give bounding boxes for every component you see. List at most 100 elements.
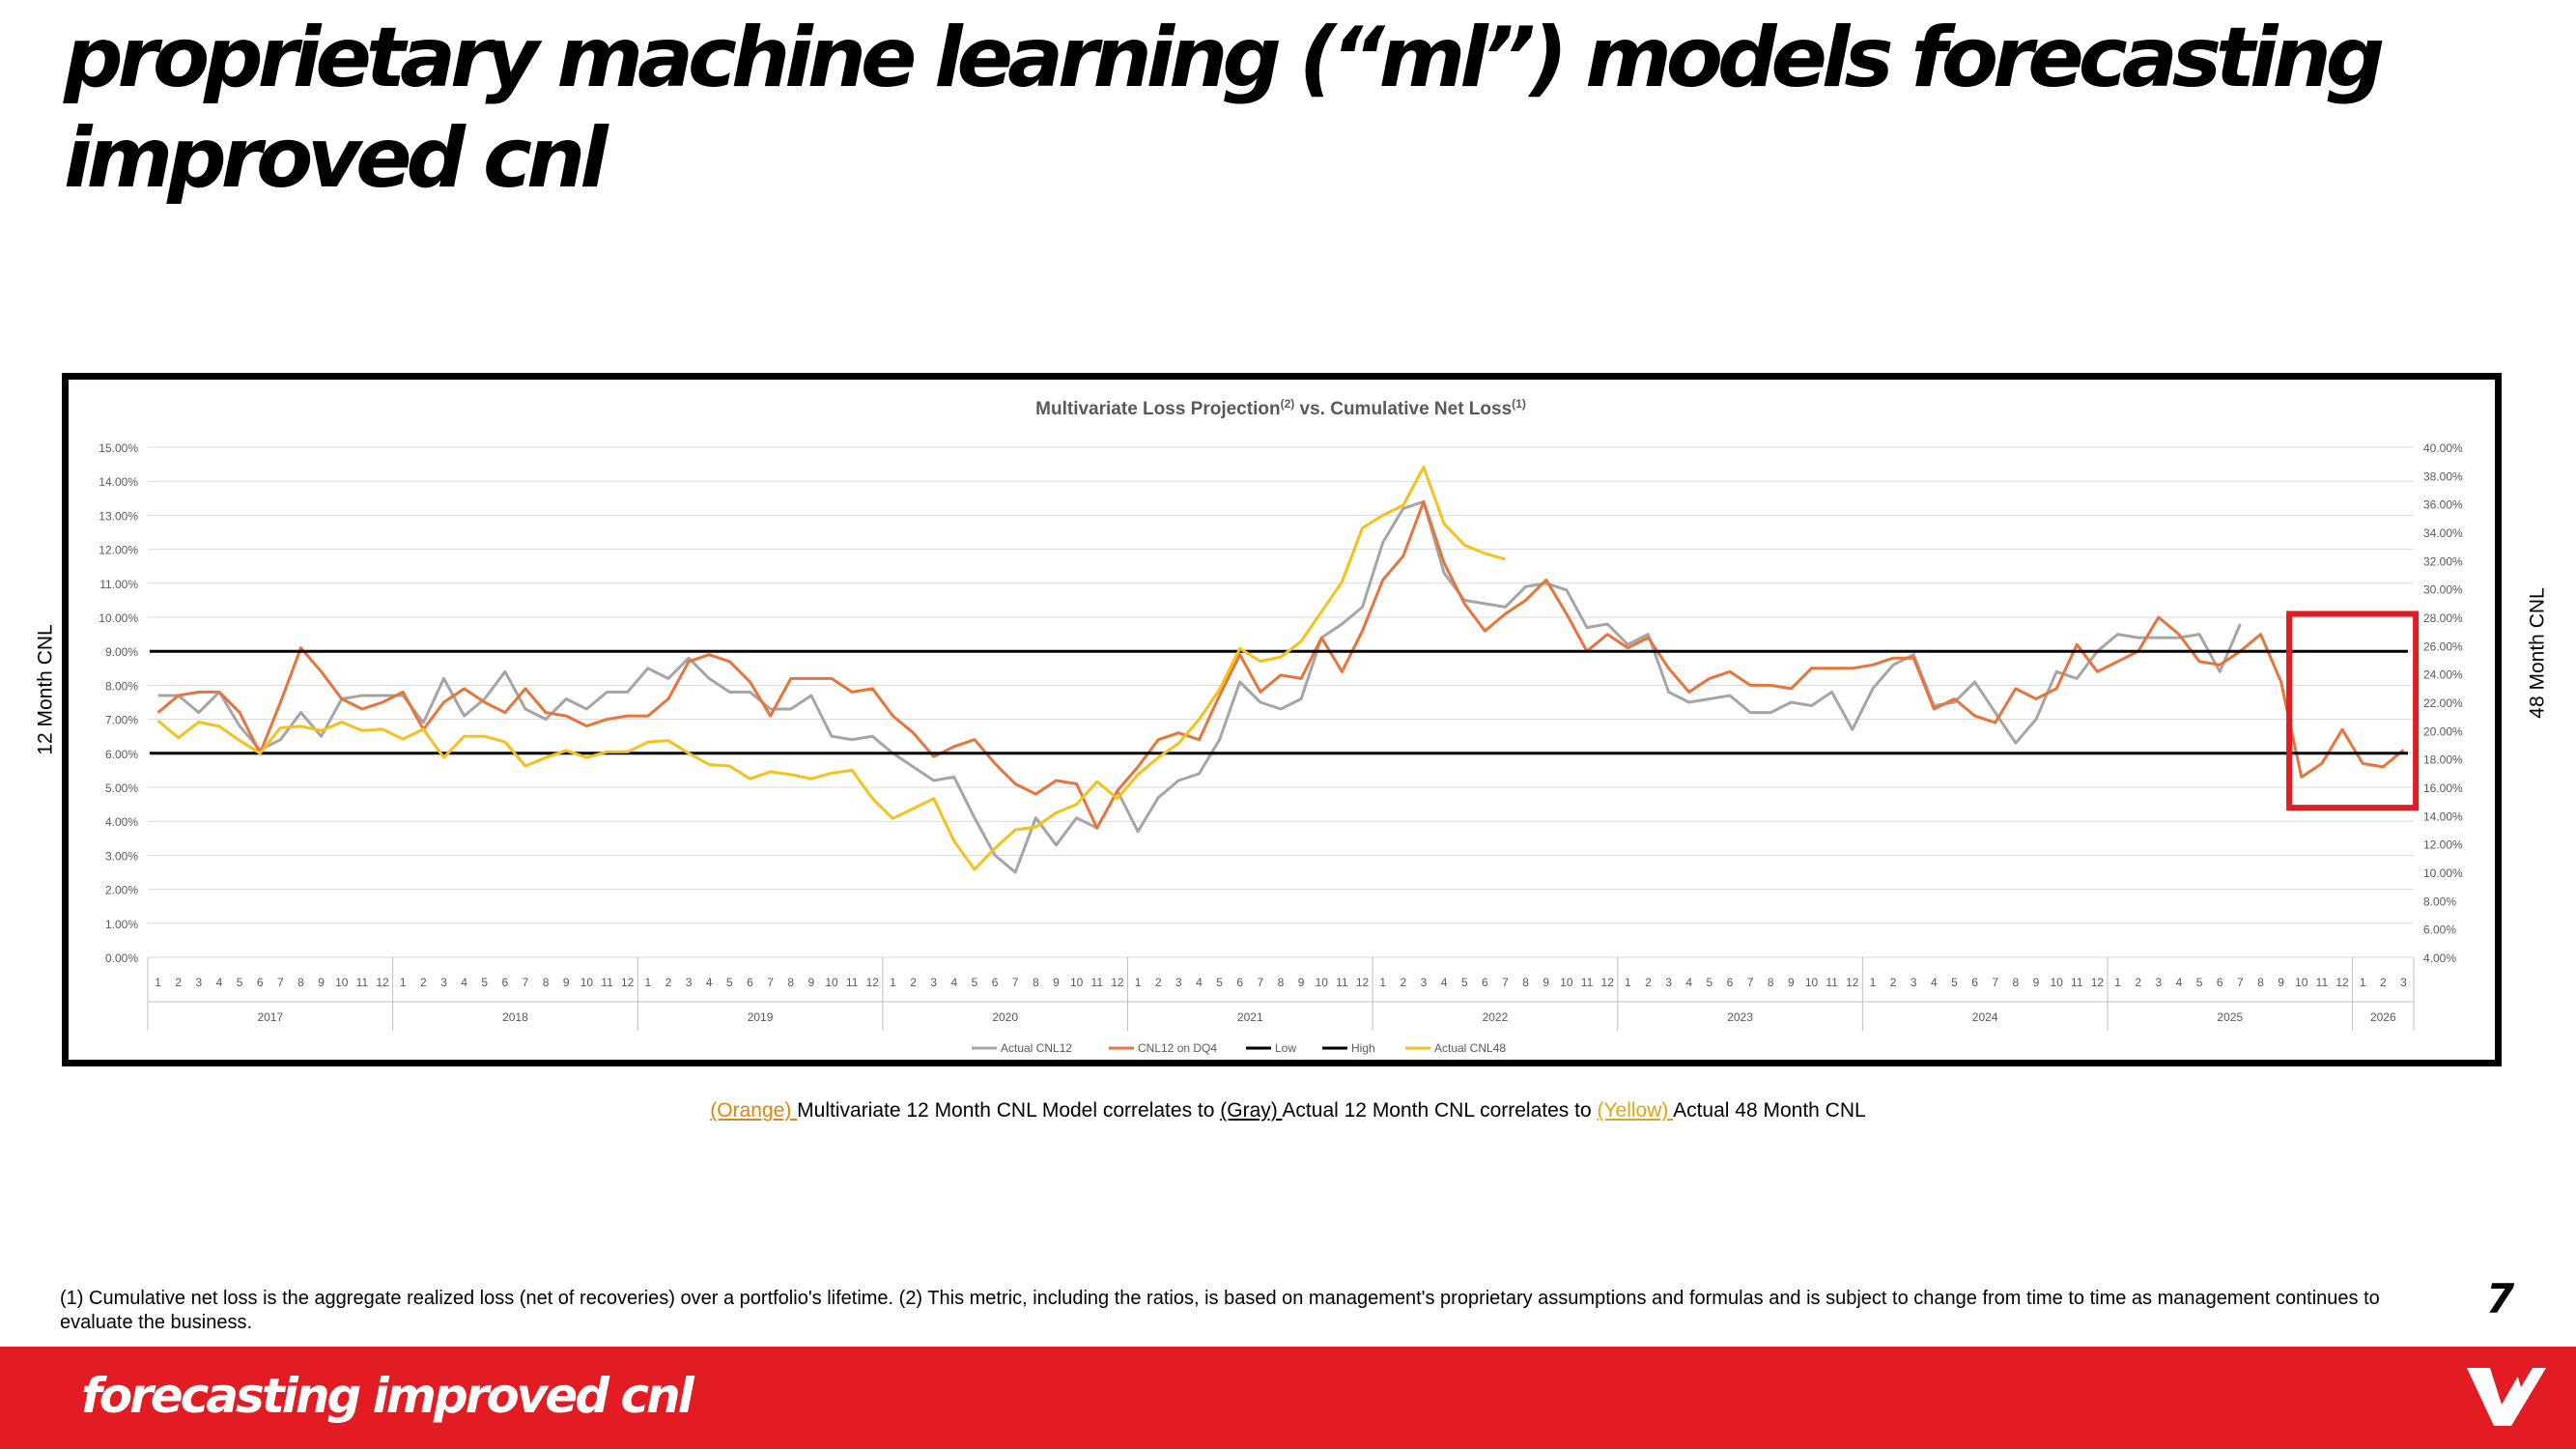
x-tick-month: 3 — [2400, 976, 2407, 989]
x-tick-month: 12 — [376, 976, 389, 989]
x-tick-month: 1 — [1870, 976, 1877, 989]
y-tick-left: 8.00% — [105, 679, 138, 693]
footer-bar: forecasting improved cnl — [0, 1347, 2576, 1449]
x-tick-month: 1 — [644, 976, 651, 989]
y-tick-right: 40.00% — [2423, 441, 2463, 455]
x-tick-month: 8 — [1522, 976, 1529, 989]
x-tick-month: 12 — [1600, 976, 1614, 989]
y-tick-right: 12.00% — [2423, 838, 2463, 852]
x-tick-month: 12 — [2335, 976, 2349, 989]
caption-text-1: Multivariate 12 Month CNL Model correlat… — [797, 1099, 1221, 1122]
x-tick-month: 6 — [257, 976, 264, 989]
x-tick-month: 4 — [1685, 976, 1692, 989]
x-tick-month: 10 — [335, 976, 349, 989]
legend-label-cnl12-on-dq4: CNL12 on DQ4 — [1138, 1041, 1217, 1055]
x-tick-month: 3 — [1175, 976, 1182, 989]
y-tick-right: 8.00% — [2423, 895, 2456, 908]
y-tick-left: 9.00% — [105, 645, 138, 659]
x-tick-month: 1 — [1625, 976, 1631, 989]
x-tick-year: 2024 — [1972, 1010, 1998, 1024]
x-tick-month: 11 — [1336, 976, 1348, 989]
x-tick-month: 5 — [1216, 976, 1223, 989]
caption-gray-key: (Gray) — [1220, 1099, 1283, 1122]
y-tick-right: 26.00% — [2423, 639, 2463, 653]
x-tick-month: 8 — [2013, 976, 2020, 989]
y-tick-right: 20.00% — [2423, 724, 2463, 738]
x-tick-month: 7 — [1012, 976, 1019, 989]
y-tick-right: 14.00% — [2423, 810, 2463, 823]
x-tick-month: 10 — [1805, 976, 1819, 989]
legend-label-high: High — [1351, 1041, 1375, 1055]
x-tick-month: 4 — [216, 976, 223, 989]
chart-title: Multivariate Loss Projection(2) vs. Cumu… — [1035, 397, 1526, 419]
y-tick-left: 3.00% — [105, 849, 138, 863]
x-tick-year: 2019 — [748, 1010, 774, 1024]
x-tick-month: 10 — [2050, 976, 2063, 989]
x-tick-month: 4 — [1931, 976, 1938, 989]
y-tick-right: 10.00% — [2423, 867, 2463, 880]
x-tick-month: 10 — [580, 976, 594, 989]
x-tick-year: 2020 — [992, 1010, 1018, 1024]
x-tick-month: 1 — [890, 976, 896, 989]
y-tick-right: 34.00% — [2423, 526, 2463, 540]
x-tick-month: 7 — [2237, 976, 2244, 989]
caption-yellow-key: (Yellow) — [1597, 1099, 1674, 1122]
y-tick-left: 1.00% — [105, 918, 138, 931]
x-tick-year: 2021 — [1237, 1010, 1263, 1024]
x-tick-month: 9 — [1298, 976, 1305, 989]
x-tick-month: 12 — [1111, 976, 1124, 989]
legend-label-actual-cnl48: Actual CNL48 — [1434, 1041, 1506, 1055]
y-tick-right: 4.00% — [2423, 952, 2456, 965]
x-tick-month: 4 — [461, 976, 467, 989]
x-tick-month: 11 — [1826, 976, 1838, 989]
x-tick-month: 12 — [866, 976, 880, 989]
x-tick-month: 6 — [992, 976, 999, 989]
x-tick-month: 1 — [155, 976, 161, 989]
x-tick-month: 4 — [706, 976, 713, 989]
y-tick-left: 14.00% — [99, 475, 138, 489]
y-tick-left: 13.00% — [99, 509, 138, 523]
x-tick-month: 1 — [400, 976, 407, 989]
x-tick-month: 8 — [787, 976, 794, 989]
x-tick-month: 5 — [481, 976, 488, 989]
brand-logo-icon — [2467, 1368, 2546, 1426]
footer-text: forecasting improved cnl — [81, 1368, 694, 1424]
x-tick-month: 3 — [1421, 976, 1428, 989]
x-tick-month: 3 — [2155, 976, 2162, 989]
x-tick-month: 9 — [563, 976, 570, 989]
x-tick-month: 11 — [2316, 976, 2329, 989]
x-tick-month: 2 — [665, 976, 672, 989]
highlight-box — [2286, 611, 2420, 811]
y-tick-left: 2.00% — [105, 884, 138, 897]
x-tick-year: 2023 — [1727, 1010, 1753, 1024]
x-tick-month: 8 — [1278, 976, 1285, 989]
x-tick-month: 8 — [1768, 976, 1774, 989]
x-tick-month: 6 — [1482, 976, 1488, 989]
y-tick-right: 32.00% — [2423, 554, 2463, 568]
x-tick-month: 6 — [1971, 976, 1978, 989]
x-tick-month: 10 — [825, 976, 838, 989]
x-tick-month: 9 — [2278, 976, 2284, 989]
x-tick-month: 12 — [1846, 976, 1859, 989]
x-tick-month: 3 — [1665, 976, 1672, 989]
x-tick-month: 8 — [543, 976, 550, 989]
x-tick-month: 10 — [1560, 976, 1573, 989]
y-axis-label-right: 48 Month CNL — [2526, 587, 2549, 719]
x-tick-month: 9 — [318, 976, 325, 989]
y-tick-right: 36.00% — [2423, 498, 2463, 512]
x-tick-month: 2 — [1155, 976, 1162, 989]
y-tick-left: 7.00% — [105, 714, 138, 727]
x-tick-month: 7 — [1502, 976, 1509, 989]
x-tick-month: 6 — [747, 976, 753, 989]
y-tick-left: 12.00% — [99, 544, 138, 557]
series-line-actual-cnl48 — [156, 466, 1506, 871]
x-tick-year: 2025 — [2217, 1010, 2243, 1024]
y-tick-right: 22.00% — [2423, 696, 2463, 710]
caption-text-3: Actual 48 Month CNL — [1673, 1099, 1866, 1122]
x-tick-month: 7 — [1258, 976, 1264, 989]
y-axis-label-left: 12 Month CNL — [34, 624, 57, 755]
chart-svg: Multivariate Loss Projection(2) vs. Cumu… — [99, 397, 2463, 1055]
y-tick-right: 16.00% — [2423, 781, 2463, 795]
x-tick-month: 9 — [1053, 976, 1060, 989]
y-tick-left: 5.00% — [105, 781, 138, 795]
